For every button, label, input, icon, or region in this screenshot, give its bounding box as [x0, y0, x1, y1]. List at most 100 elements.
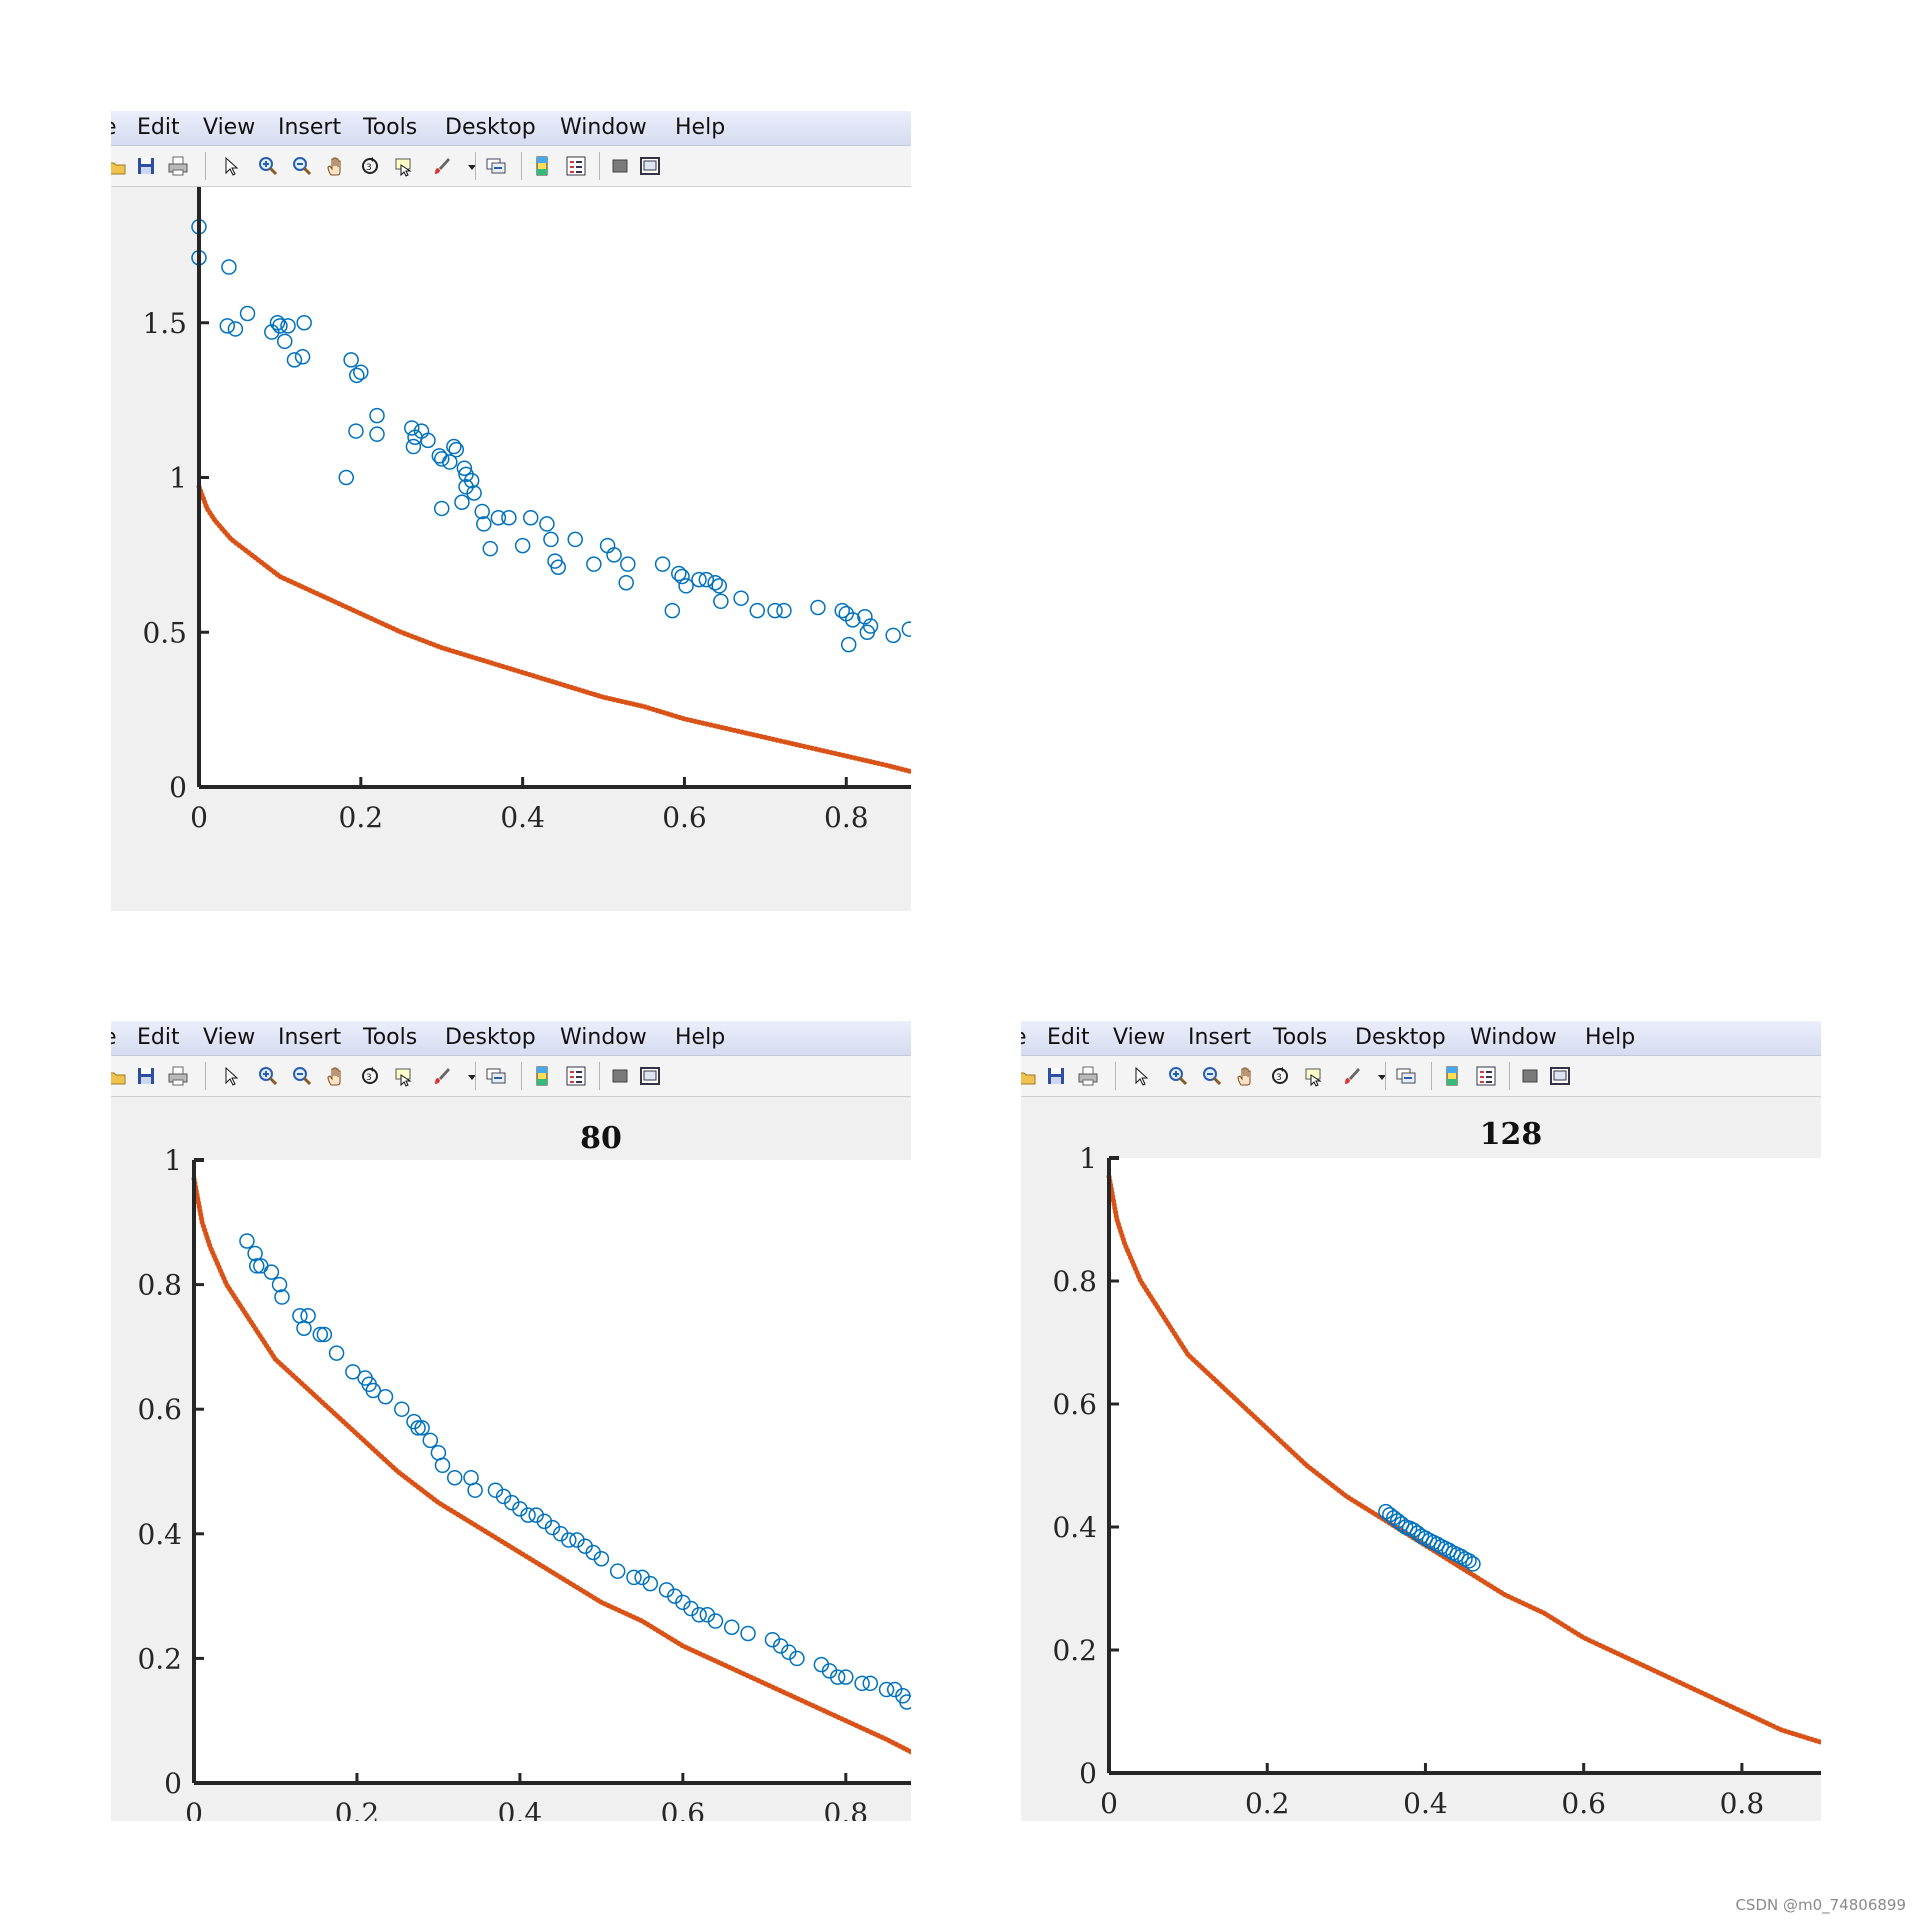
menu-desktop[interactable]: Desktop — [1355, 1025, 1446, 1050]
save-icon[interactable] — [135, 155, 157, 177]
x-tick-label: 0.8 — [824, 1797, 869, 1821]
show-plot-tools-icon[interactable] — [639, 155, 661, 177]
menu-view[interactable]: View — [203, 115, 256, 140]
figure-window-128: eEditViewInsertToolsDesktopWindowHelp 3 … — [1021, 1021, 1821, 1821]
legend-icon[interactable] — [565, 1065, 587, 1087]
menu-window[interactable]: Window — [560, 1025, 647, 1050]
print-icon[interactable] — [1077, 1065, 1099, 1087]
menu-help[interactable]: Help — [675, 115, 726, 140]
zoom-out-icon[interactable] — [1201, 1065, 1223, 1087]
scatter-point — [1393, 1516, 1410, 1532]
save-icon[interactable] — [1045, 1065, 1067, 1087]
x-tick-label: 0 — [190, 801, 208, 834]
zoom-in-icon[interactable] — [257, 1065, 279, 1087]
menu-window[interactable]: Window — [1470, 1025, 1557, 1050]
menu-insert[interactable]: Insert — [278, 115, 342, 140]
open-file-icon[interactable] — [111, 155, 127, 177]
scatter-point — [420, 432, 436, 449]
zoom-in-icon[interactable] — [257, 155, 279, 177]
scatter-point — [446, 438, 462, 455]
menu-window[interactable]: Window — [560, 115, 647, 140]
rotate-3d-icon[interactable]: 3 — [359, 1065, 381, 1087]
link-plot-icon[interactable] — [485, 1065, 507, 1087]
colorbar-icon[interactable] — [531, 1065, 553, 1087]
show-plot-tools-icon[interactable] — [639, 1065, 661, 1087]
hide-plot-tools-icon[interactable] — [609, 155, 631, 177]
dropdown-arrow-icon[interactable] — [461, 1065, 483, 1087]
scatter-point — [263, 1264, 280, 1280]
scatter-point — [446, 1469, 463, 1486]
menu-insert[interactable]: Insert — [278, 1025, 342, 1050]
menu-e[interactable]: e — [111, 1024, 117, 1052]
menu-tools[interactable]: Tools — [1273, 1025, 1328, 1050]
hide-plot-tools-icon[interactable] — [609, 1065, 631, 1087]
menu-edit[interactable]: Edit — [137, 115, 180, 140]
toolbar-separator — [1385, 1062, 1386, 1090]
scatter-point — [724, 1619, 740, 1635]
link-plot-icon[interactable] — [485, 155, 507, 177]
scatter-point — [1405, 1522, 1422, 1538]
legend-icon[interactable] — [565, 155, 587, 177]
scatter-point — [707, 574, 723, 591]
menu-tools[interactable]: Tools — [363, 1025, 418, 1050]
svg-text:3: 3 — [1276, 1073, 1282, 1083]
menu-help[interactable]: Help — [675, 1025, 726, 1050]
colorbar-icon[interactable] — [531, 155, 553, 177]
rotate-3d-icon[interactable]: 3 — [1269, 1065, 1291, 1087]
data-cursor-icon[interactable] — [1303, 1065, 1325, 1087]
brush-icon[interactable] — [1341, 1065, 1363, 1087]
scatter-series — [191, 219, 911, 653]
menu-tools[interactable]: Tools — [363, 115, 418, 140]
zoom-in-icon[interactable] — [1167, 1065, 1189, 1087]
pointer-arrow-icon[interactable] — [219, 1065, 241, 1087]
scatter-point — [713, 593, 729, 610]
menu-help[interactable]: Help — [1585, 1025, 1636, 1050]
toolbar-separator — [475, 1062, 476, 1090]
menu-view[interactable]: View — [1113, 1025, 1166, 1050]
pan-hand-icon[interactable] — [325, 1065, 347, 1087]
figure-toolbar: 3 — [111, 146, 911, 187]
open-file-icon[interactable] — [1021, 1065, 1037, 1087]
show-plot-tools-icon[interactable] — [1549, 1065, 1571, 1087]
save-icon[interactable] — [135, 1065, 157, 1087]
scatter-point — [219, 318, 236, 334]
svg-text:3: 3 — [366, 163, 372, 173]
menu-e[interactable]: e — [1021, 1024, 1027, 1052]
legend-icon[interactable] — [1475, 1065, 1497, 1087]
menu-desktop[interactable]: Desktop — [445, 115, 536, 140]
scatter-point — [433, 500, 450, 517]
pointer-arrow-icon[interactable] — [1129, 1065, 1151, 1087]
dropdown-arrow-icon[interactable] — [461, 155, 483, 177]
open-file-icon[interactable] — [111, 1065, 127, 1087]
y-tick-label: 0.6 — [1052, 1388, 1097, 1421]
x-tick-label: 0.4 — [498, 1797, 543, 1821]
zoom-out-icon[interactable] — [291, 155, 313, 177]
scatter-point — [271, 1276, 288, 1293]
pointer-arrow-icon[interactable] — [219, 155, 241, 177]
menu-insert[interactable]: Insert — [1188, 1025, 1252, 1050]
menu-e[interactable]: e — [111, 114, 117, 142]
scatter-point — [414, 1420, 430, 1436]
menu-edit[interactable]: Edit — [137, 1025, 180, 1050]
pan-hand-icon[interactable] — [1235, 1065, 1257, 1087]
scatter-point — [654, 556, 671, 572]
pan-hand-icon[interactable] — [325, 155, 347, 177]
dropdown-arrow-icon[interactable] — [1371, 1065, 1393, 1087]
hide-plot-tools-icon[interactable] — [1519, 1065, 1541, 1087]
zoom-out-icon[interactable] — [291, 1065, 313, 1087]
data-cursor-icon[interactable] — [393, 1065, 415, 1087]
print-icon[interactable] — [167, 155, 189, 177]
menu-desktop[interactable]: Desktop — [445, 1025, 536, 1050]
toolbar-separator — [475, 152, 476, 180]
toolbar-separator — [1431, 1062, 1432, 1090]
brush-icon[interactable] — [431, 155, 453, 177]
rotate-3d-icon[interactable]: 3 — [359, 155, 381, 177]
menu-view[interactable]: View — [203, 1025, 256, 1050]
colorbar-icon[interactable] — [1441, 1065, 1463, 1087]
menu-edit[interactable]: Edit — [1047, 1025, 1090, 1050]
link-plot-icon[interactable] — [1395, 1065, 1417, 1087]
chart-title: 128 — [1480, 1117, 1543, 1152]
data-cursor-icon[interactable] — [393, 155, 415, 177]
print-icon[interactable] — [167, 1065, 189, 1087]
brush-icon[interactable] — [431, 1065, 453, 1087]
